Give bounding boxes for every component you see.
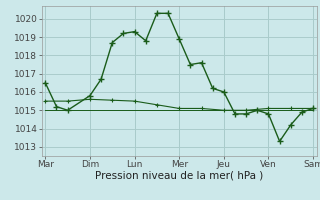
X-axis label: Pression niveau de la mer( hPa ): Pression niveau de la mer( hPa ) xyxy=(95,171,263,181)
